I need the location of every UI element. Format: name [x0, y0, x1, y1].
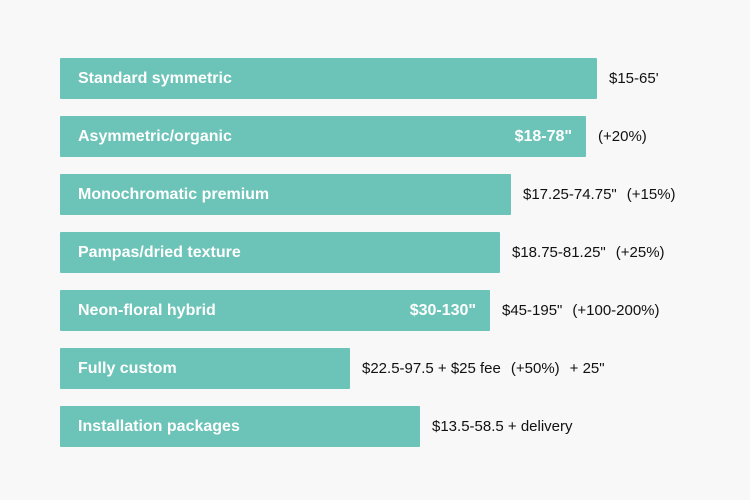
bar: Monochromatic premium [60, 174, 511, 215]
bar: Pampas/dried texture [60, 232, 500, 273]
bar-outside-label: $18.75-81.25" [512, 244, 606, 261]
bar-category-label: Standard symmetric [78, 70, 232, 87]
bar: Fully custom [60, 348, 350, 389]
bar: Asymmetric/organic $18-78" [60, 116, 586, 157]
bar: Installation packages [60, 406, 420, 447]
bar-inside-value: $18-78" [514, 128, 572, 145]
bar-outside-label: + 25" [569, 360, 605, 377]
bar-outside-label: $17.25-74.75" [523, 186, 617, 203]
bar-category-label: Asymmetric/organic [78, 128, 232, 145]
bar-outside-label: (+100-200%) [572, 302, 660, 319]
bar-category-label: Fully custom [78, 360, 177, 377]
bar-category-label: Monochromatic premium [78, 186, 270, 203]
bar-outside-label: $15-65' [609, 70, 659, 87]
bar-outside-label: (+15%) [626, 186, 676, 203]
bar-outside-label: (+50%) [510, 360, 560, 377]
bar-category-label: Pampas/dried texture [78, 244, 241, 261]
bar-outside-label: $45-195" [502, 302, 563, 319]
bar-category-label: Installation packages [78, 418, 240, 435]
bar: Standard symmetric [60, 58, 597, 99]
bar-outside-label: $22.5-97.5 + $25 fee [362, 360, 501, 377]
bar-inside-value: $30-130" [409, 302, 476, 319]
bar-outside-label: (+25%) [615, 244, 665, 261]
bar-category-label: Neon-floral hybrid [78, 302, 216, 319]
bar-outside-label: (+20%) [598, 128, 647, 145]
bar-outside-label: $13.5-58.5 + delivery [432, 418, 573, 435]
bar: Neon-floral hybrid $30-130" [60, 290, 490, 331]
